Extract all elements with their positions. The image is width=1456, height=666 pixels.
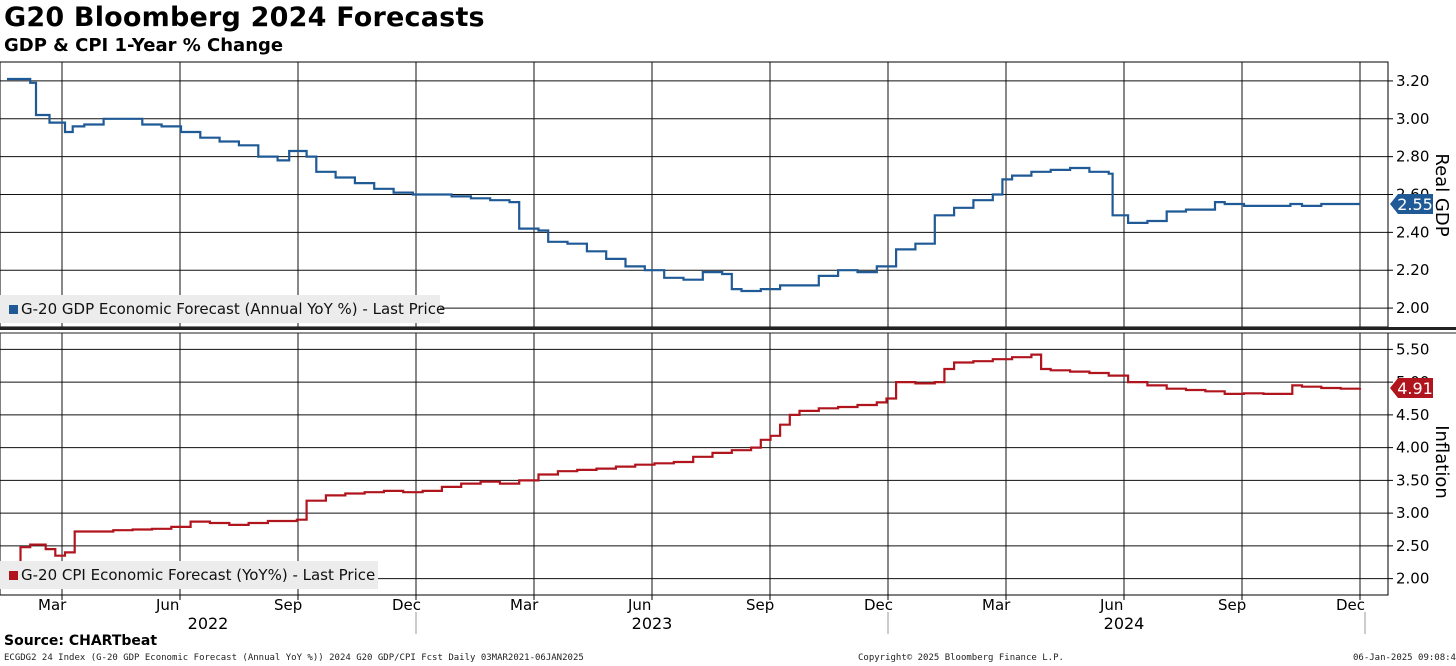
legend-layer: G-20 GDP Economic Forecast (Annual YoY %… <box>0 295 445 589</box>
ytick-label-cpi-4: 4.00 <box>1396 439 1429 457</box>
xtick-label-8: Mar <box>982 596 1011 614</box>
xtick-label-0: Mar <box>38 596 67 614</box>
ytick-label-gdp-6: 3.20 <box>1396 72 1429 90</box>
legend-swatch-gdp <box>9 305 18 314</box>
year-label-2024: 2024 <box>1104 614 1145 633</box>
ytick-label-gdp-5: 3.00 <box>1396 110 1429 128</box>
xtick-label-5: Jun <box>627 596 651 614</box>
ytick-label-cpi-3: 3.50 <box>1396 471 1429 489</box>
line-layer <box>7 77 1362 564</box>
ytick-label-cpi-2: 3.00 <box>1396 504 1429 522</box>
series-line-cpi <box>7 353 1362 564</box>
ylabel-cpi: Inflation <box>1431 425 1452 499</box>
index-description: ECGDG2 24 Index (G-20 GDP Economic Forec… <box>4 653 584 663</box>
last-value-label-gdp: 2.55 <box>1397 195 1433 214</box>
legend-box-gdp <box>0 295 440 323</box>
panel-frame-cpi <box>0 332 1389 596</box>
ytick-label-cpi-5: 4.50 <box>1396 406 1429 424</box>
ytick-label-gdp-4: 2.80 <box>1396 148 1429 166</box>
ytick-label-cpi-0: 2.00 <box>1396 570 1429 588</box>
last-value-flag-gdp <box>1390 193 1433 214</box>
xtick-label-3: Dec <box>392 596 421 614</box>
last-value-flag-cpi <box>1390 378 1433 399</box>
chart-title: G20 Bloomberg 2024 Forecasts <box>4 2 485 33</box>
xtick-label-9: Jun <box>1099 596 1123 614</box>
chart-subtitle: GDP & CPI 1-Year % Change <box>4 35 284 56</box>
xtick-label-1: Jun <box>155 596 179 614</box>
ytick-label-gdp-1: 2.20 <box>1396 261 1429 279</box>
xtick-label-6: Sep <box>746 596 774 614</box>
grid-layer <box>0 61 1456 596</box>
xtick-label-10: Sep <box>1218 596 1246 614</box>
legend-swatch-cpi <box>9 571 18 580</box>
source-note: Source: CHARTbeat <box>4 633 158 649</box>
ytick-label-cpi-1: 2.50 <box>1396 537 1429 555</box>
series-line-gdp <box>7 77 1360 293</box>
year-label-2023: 2023 <box>632 614 673 633</box>
ytick-label-cpi-7: 5.50 <box>1396 340 1429 358</box>
legend-box-cpi <box>0 561 378 589</box>
xtick-label-2: Sep <box>274 596 302 614</box>
legend-label-gdp: G-20 GDP Economic Forecast (Annual YoY %… <box>21 300 445 318</box>
ytick-label-gdp-0: 2.00 <box>1396 299 1429 317</box>
last-value-label-cpi: 4.91 <box>1397 379 1433 398</box>
ylabel-gdp: Real GDP <box>1431 153 1452 236</box>
year-label-2022: 2022 <box>188 614 229 633</box>
xtick-label-11: Dec <box>1336 596 1365 614</box>
ytick-label-gdp-2: 2.40 <box>1396 223 1429 241</box>
timestamp: 06-Jan-2025 09:08:48 <box>1353 653 1456 663</box>
legend-label-cpi: G-20 CPI Economic Forecast (YoY%) - Last… <box>21 566 375 584</box>
panel-separator <box>0 327 1456 330</box>
xtick-label-7: Dec <box>864 596 893 614</box>
xtick-label-4: Mar <box>510 596 539 614</box>
copyright-note: Copyright© 2025 Bloomberg Finance L.P. <box>858 653 1064 663</box>
